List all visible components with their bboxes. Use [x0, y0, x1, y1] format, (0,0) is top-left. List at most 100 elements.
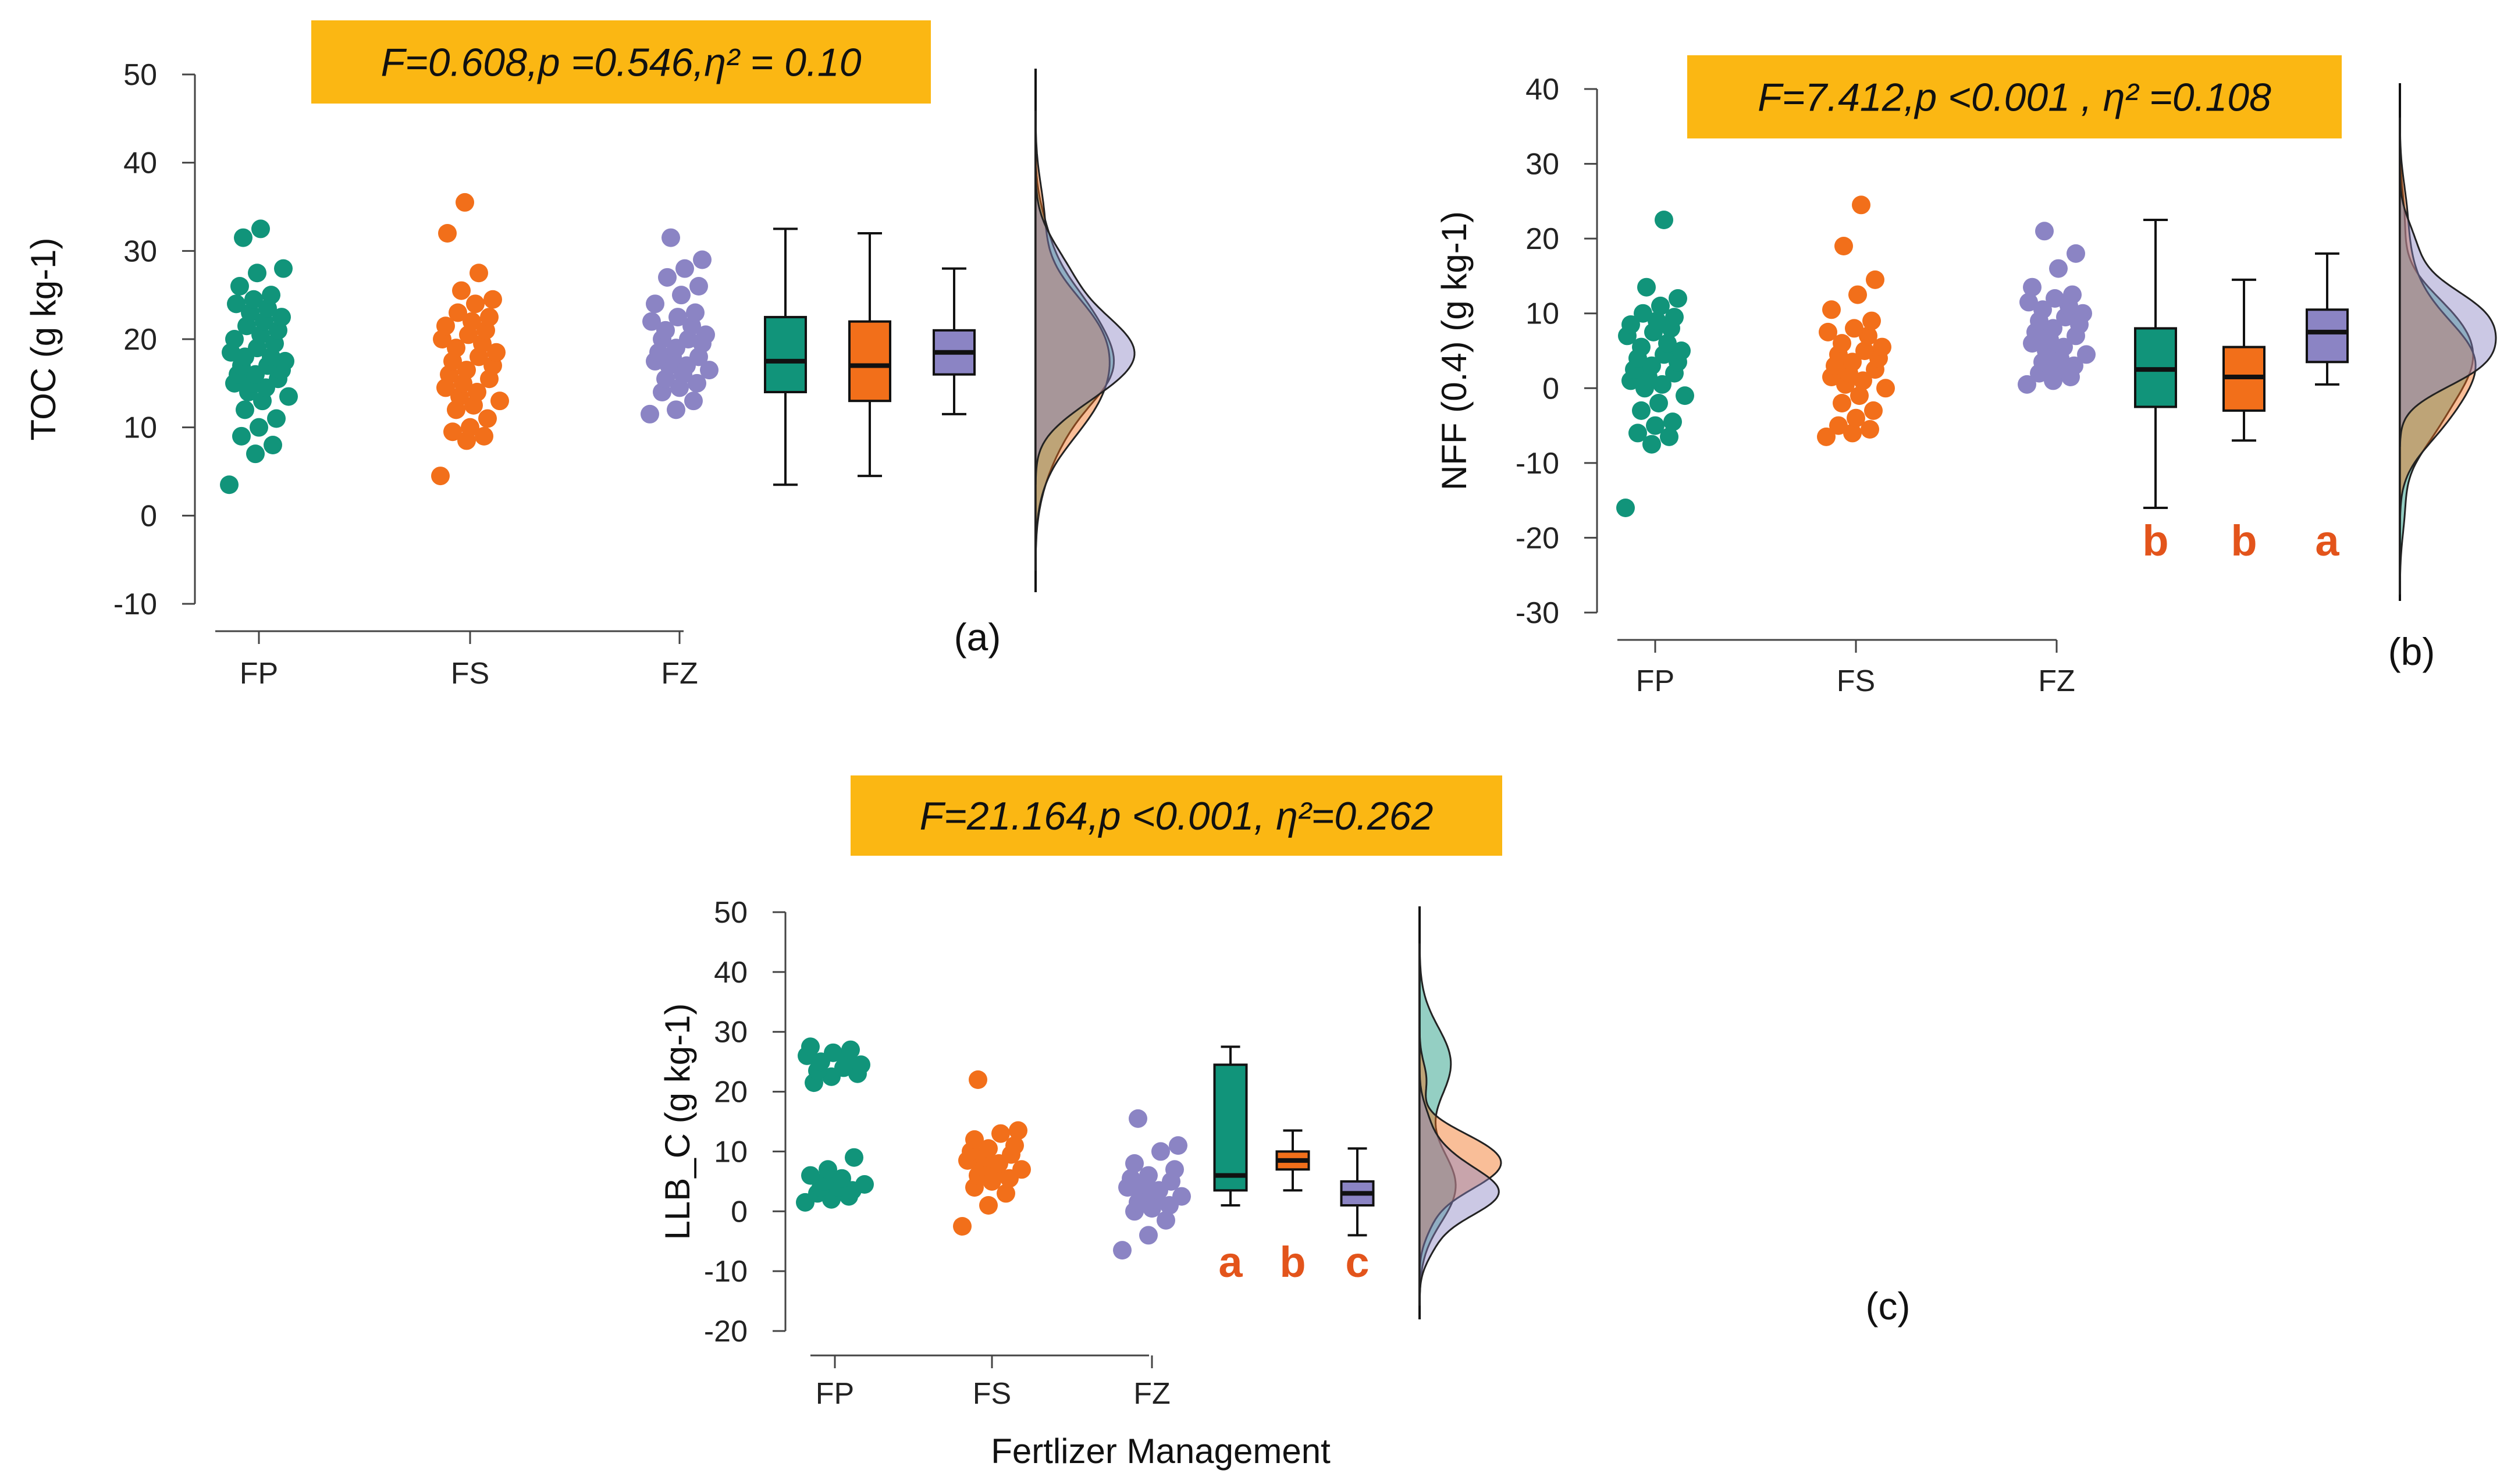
data-point — [468, 383, 486, 401]
data-point — [480, 308, 499, 327]
data-point — [447, 339, 465, 358]
data-point — [1859, 326, 1877, 346]
data-point — [1634, 304, 1652, 323]
data-point — [1864, 401, 1883, 420]
data-point — [272, 308, 291, 327]
box-iqr — [1213, 1063, 1248, 1192]
data-point — [236, 400, 254, 419]
panel-a-toc: F=0.608,p =0.546,η² = 0.10 50 40 30 20 10 0 -10… — [24, 20, 1136, 691]
stats-box — [851, 775, 1502, 856]
data-point — [1129, 1109, 1147, 1128]
data-point — [1632, 401, 1651, 420]
panel-b-nff: F=7.412,p <0.001 , η² =0.108 40 30 20 10 0 -10… — [1435, 55, 2497, 698]
y-tick-label: -20 — [704, 1315, 748, 1348]
data-point — [1642, 356, 1661, 375]
data-point — [234, 228, 252, 247]
data-point — [2046, 289, 2064, 308]
data-point — [1139, 1226, 1158, 1245]
data-point — [1852, 195, 1870, 215]
data-point — [457, 361, 476, 380]
data-point — [979, 1196, 998, 1215]
box-iqr — [764, 316, 807, 393]
data-point — [700, 361, 719, 380]
stats-box — [1687, 55, 2342, 138]
data-point — [1829, 416, 1848, 435]
data-point — [833, 1169, 851, 1188]
data-point — [225, 330, 244, 348]
data-point — [672, 286, 691, 305]
data-point — [1172, 1187, 1191, 1206]
data-point — [801, 1166, 820, 1185]
data-point — [436, 316, 455, 336]
data-point — [1139, 1166, 1158, 1185]
data-point — [2063, 285, 2082, 304]
data-point — [965, 1130, 984, 1149]
data-point — [1649, 394, 1668, 412]
density-cloud — [2399, 168, 2497, 447]
y-tick-label: 30 — [1525, 148, 1559, 182]
data-point — [475, 426, 493, 446]
data-point — [1663, 412, 1682, 432]
data-point — [1651, 296, 1670, 315]
y-axis-title: LLB_C (g kg-1) — [658, 1003, 697, 1240]
data-point — [2018, 375, 2036, 394]
data-point — [1854, 371, 1872, 390]
x-tick-label: FS — [973, 1377, 1011, 1411]
y-tick-label: 0 — [731, 1195, 748, 1229]
data-point — [646, 294, 664, 314]
data-point — [2065, 356, 2083, 375]
y-axis-title: NFF (0.4) (g kg-1) — [1435, 211, 1474, 490]
data-point — [248, 264, 266, 283]
data-point — [1873, 337, 1891, 357]
data-point — [1637, 277, 1656, 297]
panel-label: (a) — [954, 615, 1001, 659]
y-tick-label: -10 — [1516, 447, 1559, 481]
data-point — [1655, 211, 1673, 229]
significance-letter: a — [1218, 1238, 1243, 1286]
data-point — [456, 193, 474, 212]
data-point — [1676, 386, 1694, 405]
data-point — [1621, 315, 1640, 334]
data-point — [1653, 375, 1671, 394]
data-point — [841, 1040, 860, 1059]
data-point — [1632, 337, 1651, 357]
data-point — [2054, 337, 2073, 357]
data-point — [230, 277, 249, 296]
data-point — [443, 422, 462, 442]
data-point — [2077, 345, 2096, 364]
data-point — [641, 404, 659, 424]
data-point — [819, 1160, 837, 1179]
data-point — [855, 1175, 874, 1194]
x-tick-label: FZ — [1133, 1377, 1171, 1411]
y-tick-label: 10 — [1525, 297, 1559, 331]
y-tick-label: -30 — [1516, 596, 1559, 630]
data-point — [1169, 1136, 1187, 1155]
data-point — [1122, 1169, 1140, 1188]
data-point — [279, 387, 298, 406]
data-point — [487, 343, 506, 362]
data-point — [1847, 408, 1865, 428]
data-point — [1113, 1241, 1132, 1260]
significance-letter: a — [2315, 517, 2339, 565]
y-tick-label: 0 — [1542, 372, 1559, 405]
data-point — [2019, 293, 2038, 312]
density-cloud — [1418, 1027, 1502, 1279]
data-point — [1157, 1211, 1175, 1230]
data-point — [250, 418, 268, 437]
x-tick-label: FS — [1837, 664, 1875, 698]
data-point — [696, 325, 715, 344]
data-point — [274, 259, 293, 278]
data-point — [689, 277, 708, 296]
y-tick-label: 20 — [1525, 222, 1559, 256]
data-point — [1009, 1121, 1027, 1140]
data-point — [1843, 424, 1862, 443]
data-point — [1876, 379, 1895, 398]
stats-text: F=21.164,p <0.001, η²=0.262 — [920, 794, 1434, 838]
data-point — [667, 400, 685, 419]
data-point — [684, 392, 703, 411]
data-point — [1817, 427, 1836, 446]
y-tick-label: -10 — [113, 588, 157, 621]
data-point — [845, 1148, 863, 1167]
data-point — [1005, 1136, 1024, 1155]
